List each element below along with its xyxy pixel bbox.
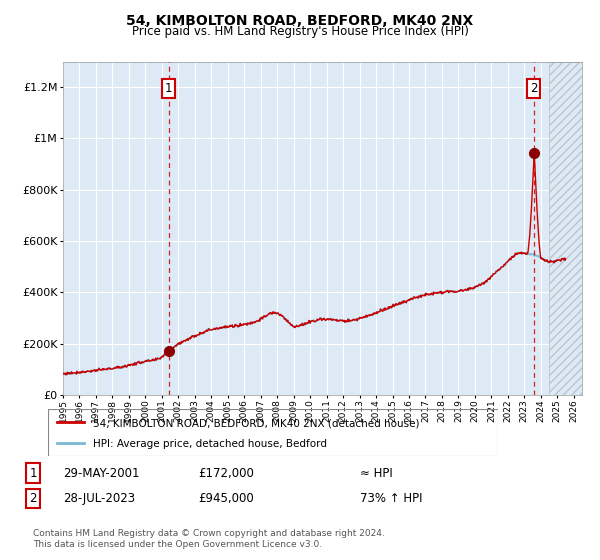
Bar (549, 62, 582, 395)
Text: 54, KIMBOLTON ROAD, BEDFORD, MK40 2NX: 54, KIMBOLTON ROAD, BEDFORD, MK40 2NX (127, 14, 473, 28)
Text: £945,000: £945,000 (198, 492, 254, 505)
Text: 1: 1 (29, 466, 37, 480)
Text: 2: 2 (530, 82, 538, 95)
Text: £172,000: £172,000 (198, 466, 254, 480)
Text: 28-JUL-2023: 28-JUL-2023 (63, 492, 135, 505)
Text: 2: 2 (29, 492, 37, 505)
Text: ≈ HPI: ≈ HPI (360, 466, 393, 480)
Text: 73% ↑ HPI: 73% ↑ HPI (360, 492, 422, 505)
Text: Price paid vs. HM Land Registry's House Price Index (HPI): Price paid vs. HM Land Registry's House … (131, 25, 469, 38)
Text: 29-MAY-2001: 29-MAY-2001 (63, 466, 139, 480)
Text: 54, KIMBOLTON ROAD, BEDFORD, MK40 2NX (detached house): 54, KIMBOLTON ROAD, BEDFORD, MK40 2NX (d… (93, 418, 419, 428)
Text: HPI: Average price, detached house, Bedford: HPI: Average price, detached house, Bedf… (93, 439, 327, 449)
Text: 1: 1 (165, 82, 173, 95)
Text: Contains HM Land Registry data © Crown copyright and database right 2024.
This d: Contains HM Land Registry data © Crown c… (33, 529, 385, 549)
Bar (549, 62, 582, 395)
